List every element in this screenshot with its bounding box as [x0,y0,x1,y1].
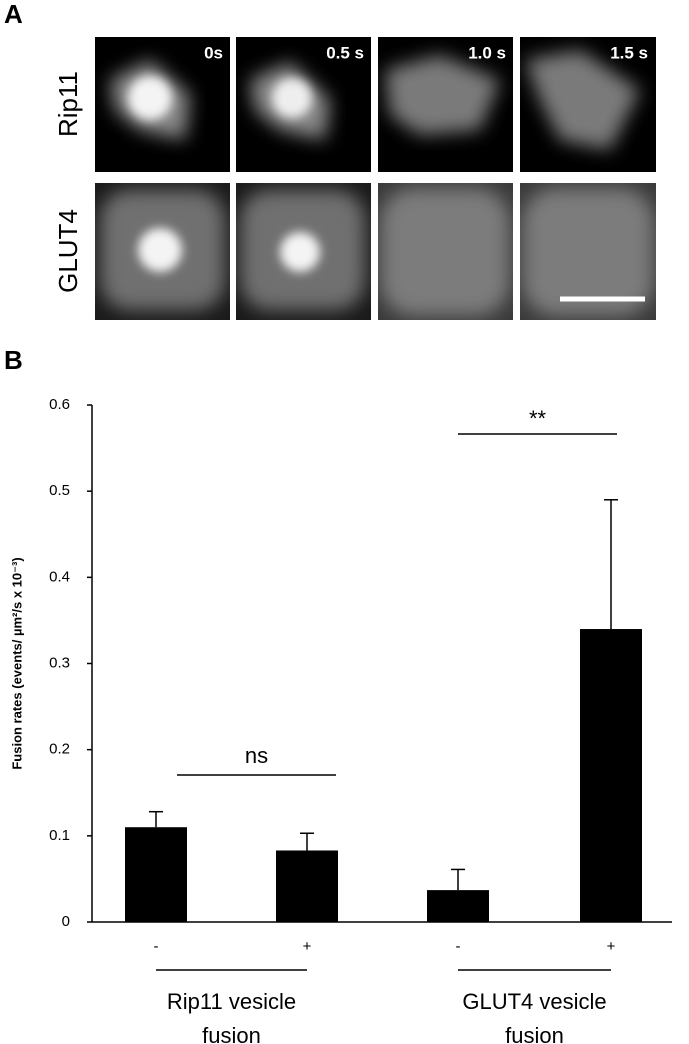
x-tick-label: - [154,938,159,955]
significance-label: ** [529,406,547,431]
y-tick-label: 0 [62,913,70,930]
micrograph [378,183,513,320]
x-tick-label: - [456,938,461,955]
panel-label: B [4,345,23,375]
micrograph [236,37,371,172]
panel-label: A [4,0,23,29]
time-label: 0.5 s [326,43,364,62]
row-label: GLUT4 [53,209,83,293]
y-tick-label: 0.3 [49,654,70,671]
time-label: 1.5 s [610,43,648,62]
bar [276,850,338,922]
time-label: 1.0 s [468,43,506,62]
y-tick-label: 0.6 [49,396,70,413]
group-label: fusion [505,1023,564,1044]
bar [580,629,642,922]
group-label: GLUT4 vesicle [462,989,606,1014]
micrograph [95,37,230,172]
x-tick-label: + [607,938,616,955]
y-tick-label: 0.4 [49,568,70,585]
group-label: fusion [202,1023,261,1044]
bar [427,890,489,922]
y-tick-label: 0.1 [49,827,70,844]
y-tick-label: 0.2 [49,741,70,758]
significance-label: ns [245,743,268,768]
row-label: Rip11 [53,71,83,137]
x-tick-label: + [303,938,312,955]
micrograph [378,37,513,172]
y-axis-label: Fusion rates (events/ µm²/s x 10⁻³) [9,557,24,769]
micrographs [95,37,656,320]
time-label: 0s [204,43,223,62]
bar [125,827,187,922]
group-label: Rip11 vesicle [167,989,296,1014]
micrograph [520,37,656,172]
micrograph [236,183,371,320]
micrograph [95,183,230,320]
y-tick-label: 0.5 [49,482,70,499]
